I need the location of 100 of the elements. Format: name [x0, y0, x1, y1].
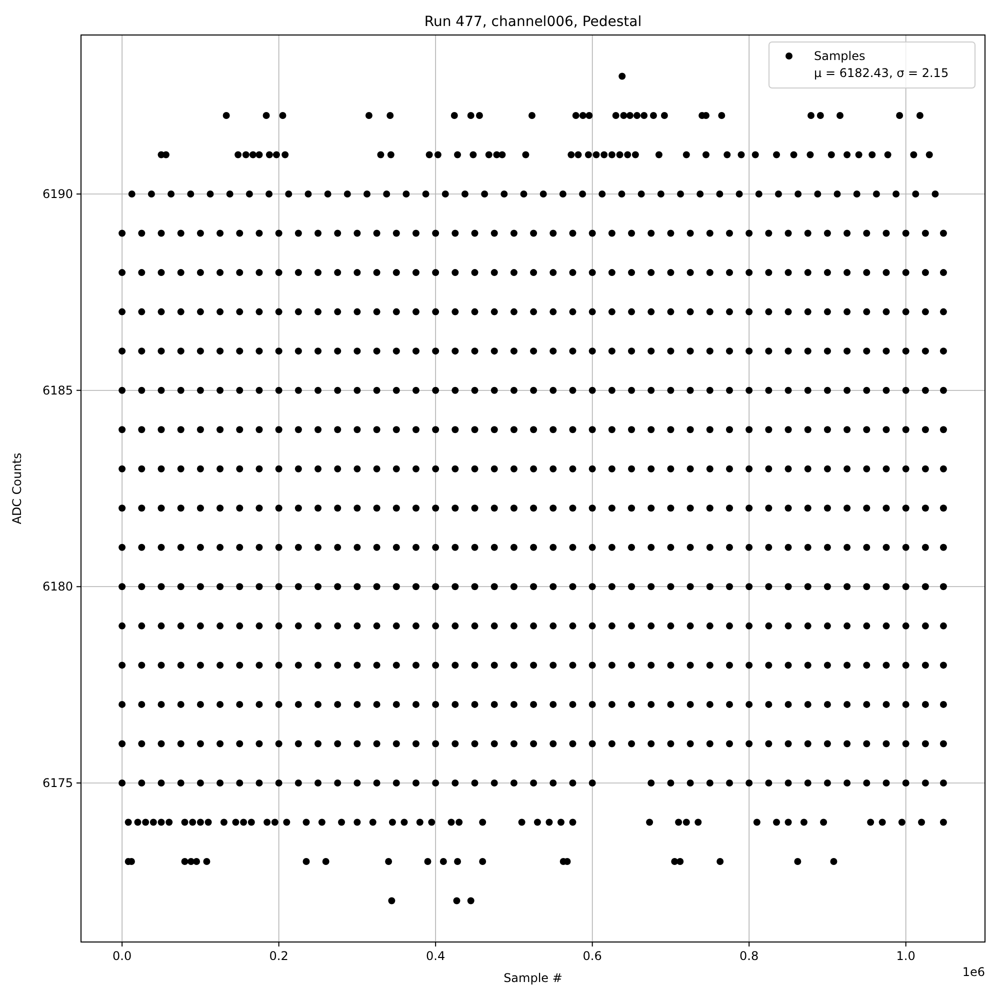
point — [138, 583, 146, 590]
point — [867, 818, 874, 826]
point — [588, 426, 596, 434]
point — [569, 269, 576, 276]
point — [216, 348, 224, 355]
point — [882, 348, 890, 355]
point — [490, 662, 498, 669]
point — [569, 308, 576, 316]
point — [824, 269, 831, 276]
point — [248, 818, 255, 826]
point — [882, 544, 890, 551]
point — [138, 269, 146, 276]
point — [452, 700, 459, 708]
point — [452, 504, 459, 512]
point — [863, 662, 870, 669]
point — [863, 700, 870, 708]
point — [902, 779, 910, 786]
x-axis-title: Sample # — [504, 971, 562, 985]
point — [824, 230, 831, 237]
point — [940, 818, 947, 826]
point — [236, 622, 244, 630]
point — [648, 269, 655, 276]
point — [784, 740, 792, 748]
point — [158, 426, 165, 434]
point — [648, 230, 655, 237]
point — [510, 308, 518, 316]
point — [118, 348, 126, 355]
point — [392, 386, 400, 394]
point — [648, 700, 655, 708]
point — [490, 779, 498, 786]
point — [648, 504, 655, 512]
point — [530, 740, 538, 748]
point — [452, 544, 459, 551]
point — [236, 386, 244, 394]
point — [863, 465, 870, 472]
point — [275, 230, 282, 237]
y-axis-title: ADC Counts — [10, 452, 24, 524]
point — [922, 544, 929, 551]
point — [660, 112, 668, 119]
point — [294, 269, 302, 276]
point — [334, 426, 342, 434]
point — [677, 190, 684, 198]
point — [177, 662, 184, 669]
point — [550, 426, 557, 434]
point — [471, 779, 478, 786]
point — [181, 818, 188, 826]
point — [706, 465, 714, 472]
point — [354, 465, 361, 472]
point — [882, 269, 890, 276]
point — [452, 386, 459, 394]
point — [657, 190, 664, 198]
point — [196, 269, 204, 276]
point — [412, 740, 420, 748]
point — [118, 465, 126, 472]
point — [138, 230, 146, 237]
point — [490, 465, 498, 472]
point — [471, 308, 478, 316]
point — [530, 662, 538, 669]
point — [432, 348, 440, 355]
point — [918, 818, 926, 826]
point — [294, 386, 302, 394]
point — [510, 740, 518, 748]
point — [196, 700, 204, 708]
point — [686, 386, 694, 394]
point — [412, 308, 420, 316]
point — [686, 622, 694, 630]
point — [872, 190, 880, 198]
point — [628, 583, 636, 590]
point — [354, 622, 361, 630]
point — [204, 818, 212, 826]
point — [598, 190, 606, 198]
point — [392, 269, 400, 276]
point — [470, 151, 477, 158]
point — [385, 858, 392, 865]
point — [177, 740, 184, 748]
point — [648, 622, 655, 630]
point — [452, 622, 459, 630]
point — [275, 622, 282, 630]
point — [158, 622, 165, 630]
point — [226, 190, 234, 198]
point — [373, 662, 380, 669]
point — [608, 386, 616, 394]
point — [412, 230, 420, 237]
point — [790, 151, 798, 158]
point — [746, 779, 753, 786]
point — [765, 308, 772, 316]
point — [236, 426, 244, 434]
point — [392, 544, 400, 551]
point — [667, 230, 674, 237]
point — [550, 230, 557, 237]
point — [618, 72, 626, 80]
point — [746, 465, 753, 472]
point — [246, 190, 253, 198]
point — [314, 740, 322, 748]
point — [452, 230, 459, 237]
point — [256, 426, 263, 434]
point — [686, 662, 694, 669]
point — [510, 386, 518, 394]
point — [138, 348, 146, 355]
chart-title: Run 477, channel006, Pedestal — [424, 14, 642, 30]
